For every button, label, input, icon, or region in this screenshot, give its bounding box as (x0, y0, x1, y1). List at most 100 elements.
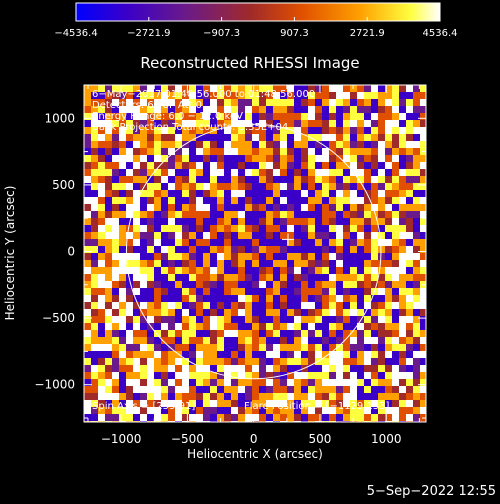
heatmap-cell (140, 337, 147, 344)
heatmap-cell (161, 141, 168, 148)
heatmap-cell (168, 281, 175, 288)
heatmap-cell (119, 309, 126, 316)
heatmap-cell (385, 92, 392, 99)
heatmap-cell (112, 162, 119, 169)
heatmap-cell (378, 169, 385, 176)
heatmap-cell (252, 183, 259, 190)
heatmap-cell (105, 106, 112, 113)
heatmap-cell (406, 295, 413, 302)
heatmap-cell (273, 260, 280, 267)
heatmap-cell (280, 246, 287, 253)
heatmap-cell (308, 190, 315, 197)
heatmap-cell (378, 323, 385, 330)
heatmap-cell (203, 288, 210, 295)
heatmap-cell (154, 281, 161, 288)
heatmap-cell (406, 358, 413, 365)
heatmap-cell (98, 400, 105, 407)
heatmap-cell (140, 197, 147, 204)
heatmap-cell (280, 400, 287, 407)
heatmap-cell (112, 211, 119, 218)
heatmap-cell (413, 239, 420, 246)
heatmap-cell (161, 197, 168, 204)
heatmap-cell (224, 211, 231, 218)
heatmap-cell (399, 99, 406, 106)
heatmap-cell (406, 218, 413, 225)
heatmap-cell (203, 197, 210, 204)
heatmap-cell (322, 169, 329, 176)
heatmap-cell (217, 225, 224, 232)
heatmap-cell (280, 232, 287, 239)
heatmap-cell (301, 253, 308, 260)
heatmap-cell (147, 183, 154, 190)
heatmap-cell (224, 134, 231, 141)
heatmap-cell (182, 106, 189, 113)
heatmap-cell (385, 225, 392, 232)
heatmap-cell (266, 92, 273, 99)
heatmap-cell (245, 141, 252, 148)
heatmap-cell (168, 190, 175, 197)
heatmap-cell (112, 281, 119, 288)
heatmap-cell (364, 204, 371, 211)
heatmap-cell (392, 407, 399, 414)
heatmap-cell (280, 141, 287, 148)
heatmap-cell (217, 386, 224, 393)
heatmap-cell (168, 323, 175, 330)
heatmap-cell (301, 267, 308, 274)
heatmap-cell (217, 274, 224, 281)
heatmap-cell (420, 85, 426, 92)
heatmap-cell (161, 274, 168, 281)
heatmap-cell (343, 218, 350, 225)
heatmap-cell (98, 190, 105, 197)
heatmap-cell (196, 330, 203, 337)
heatmap-cell (392, 274, 399, 281)
heatmap-cell (98, 127, 105, 134)
heatmap-cell (203, 246, 210, 253)
heatmap-cell (266, 358, 273, 365)
heatmap-cell (147, 372, 154, 379)
heatmap-cell (210, 260, 217, 267)
heatmap-cell (147, 155, 154, 162)
heatmap-cell (259, 386, 266, 393)
heatmap-cell (392, 267, 399, 274)
heatmap-cell (364, 372, 371, 379)
heatmap-cell (175, 197, 182, 204)
heatmap-cell (154, 379, 161, 386)
heatmap-cell (378, 302, 385, 309)
heatmap-cell (392, 218, 399, 225)
heatmap-cell (266, 337, 273, 344)
heatmap-cell (217, 414, 224, 421)
heatmap-cell (266, 239, 273, 246)
heatmap-cell (245, 134, 252, 141)
heatmap-cell (350, 197, 357, 204)
heatmap-cell (301, 190, 308, 197)
heatmap-cell (336, 92, 343, 99)
heatmap-cell (112, 400, 119, 407)
heatmap-cell (413, 113, 420, 120)
heatmap-cell (210, 316, 217, 323)
heatmap-cell (203, 127, 210, 134)
heatmap-cell (119, 120, 126, 127)
heatmap-cell (266, 197, 273, 204)
heatmap-cell (378, 211, 385, 218)
heatmap-cell (217, 316, 224, 323)
heatmap-cell (413, 337, 420, 344)
x-tick-label: 500 (309, 432, 332, 446)
heatmap-cell (385, 211, 392, 218)
heatmap-cell (98, 232, 105, 239)
heatmap-cell (371, 414, 378, 421)
heatmap-cell (189, 288, 196, 295)
heatmap-cell (126, 302, 133, 309)
heatmap-cell (217, 141, 224, 148)
heatmap-cell (420, 225, 426, 232)
heatmap-cell (392, 197, 399, 204)
heatmap-cell (420, 295, 426, 302)
heatmap-cell (273, 253, 280, 260)
heatmap-cell (119, 351, 126, 358)
heatmap-cell (98, 134, 105, 141)
heatmap-cell (273, 281, 280, 288)
heatmap-cell (203, 407, 210, 414)
heatmap-cell (343, 113, 350, 120)
heatmap-cell (98, 386, 105, 393)
heatmap-cell (266, 246, 273, 253)
heatmap-cell (378, 190, 385, 197)
